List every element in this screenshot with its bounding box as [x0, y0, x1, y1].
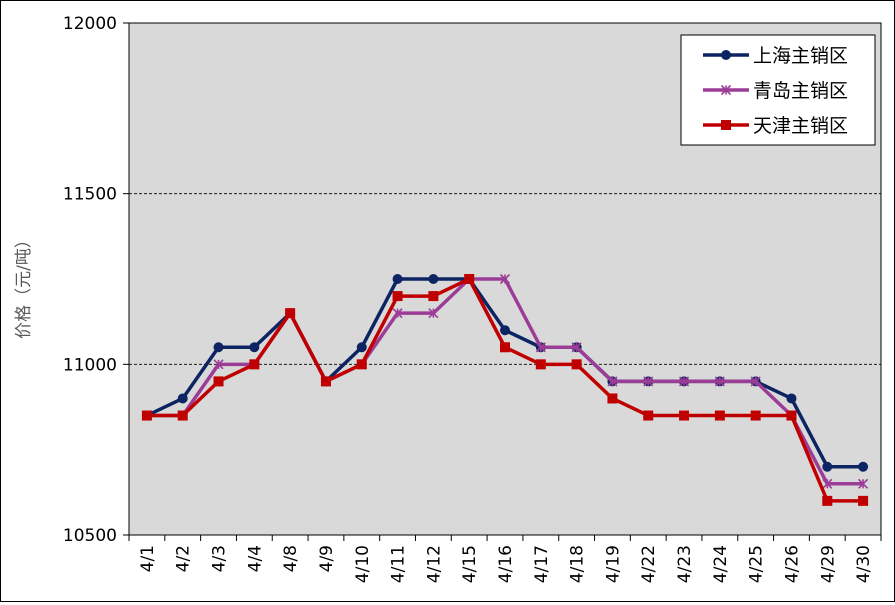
x-tick-label: 4/3	[210, 545, 230, 572]
point-marker	[786, 393, 797, 404]
y-axis-label: 价格（元/吨）	[14, 231, 34, 339]
point-marker	[786, 410, 797, 421]
point-marker	[392, 291, 403, 302]
point-marker	[177, 393, 188, 404]
point-marker	[607, 393, 618, 404]
point-marker	[464, 274, 475, 284]
legend-item: 天津主销区	[703, 115, 848, 137]
point-marker	[392, 274, 403, 284]
x-tick-label: 4/11	[389, 545, 409, 583]
point-marker	[320, 376, 331, 387]
legend-label: 青岛主销区	[753, 80, 848, 102]
point-marker	[428, 274, 439, 284]
point-marker	[858, 495, 869, 506]
x-tick-label: 4/16	[496, 545, 516, 583]
point-marker	[678, 376, 690, 387]
point-marker	[714, 410, 725, 421]
point-marker	[177, 410, 188, 421]
x-tick-label: 4/2	[174, 545, 194, 572]
series-3	[141, 274, 869, 506]
point-marker	[822, 461, 833, 472]
y-axis: 10500 11000 11500 12000	[63, 14, 129, 546]
point-marker	[607, 376, 618, 387]
x-axis: 4/1 4/2 4/3 4/4 4/8 4/9 4/10 4/11 4/12 4/15 4/16 4/…	[128, 535, 882, 583]
y-tick-label: 10500	[63, 526, 117, 546]
point-marker	[721, 50, 731, 60]
x-tick-label: 4/24	[711, 545, 731, 583]
legend-item: 青岛主销区	[703, 80, 848, 102]
point-marker	[213, 376, 224, 387]
point-marker	[249, 359, 260, 370]
point-marker	[750, 376, 761, 387]
legend-item: 上海主销区	[703, 45, 848, 67]
point-marker	[535, 359, 546, 370]
point-marker	[571, 342, 582, 353]
point-marker	[500, 342, 510, 353]
point-marker	[213, 342, 224, 353]
point-marker	[141, 410, 152, 421]
x-tick-label: 4/1	[138, 545, 158, 572]
point-marker	[535, 342, 546, 353]
point-marker	[858, 461, 869, 472]
x-tick-label: 4/12	[424, 545, 444, 583]
x-tick-label: 4/18	[568, 545, 588, 583]
legend-label: 天津主销区	[753, 115, 848, 137]
point-marker	[392, 308, 403, 319]
point-marker	[356, 359, 367, 370]
x-tick-label: 4/8	[281, 545, 301, 572]
x-tick-label: 4/22	[639, 545, 659, 583]
point-marker	[571, 359, 582, 370]
point-marker	[285, 308, 296, 319]
point-marker	[428, 308, 439, 319]
point-marker	[499, 273, 511, 285]
x-tick-label: 4/17	[532, 545, 552, 583]
x-tick-label: 4/4	[245, 545, 265, 572]
point-marker	[714, 376, 725, 387]
point-marker	[721, 120, 731, 130]
point-marker	[750, 410, 761, 421]
point-marker	[643, 376, 654, 387]
point-marker	[356, 342, 367, 353]
point-marker	[249, 342, 260, 353]
point-marker	[679, 410, 690, 421]
x-tick-label: 4/30	[854, 545, 874, 583]
x-tick-label: 4/26	[782, 545, 802, 583]
point-marker	[428, 291, 439, 302]
point-marker	[643, 410, 654, 421]
legend-label: 上海主销区	[753, 45, 848, 67]
point-marker	[720, 84, 732, 96]
y-tick-label: 11500	[63, 185, 117, 205]
point-marker	[500, 325, 510, 336]
x-tick-label: 4/29	[818, 545, 838, 583]
x-tick-label: 4/10	[353, 545, 373, 583]
x-tick-label: 4/15	[460, 545, 480, 583]
x-tick-label: 4/25	[747, 545, 767, 583]
y-tick-label: 11000	[63, 355, 117, 375]
y-tick-label: 12000	[63, 14, 117, 34]
series-group	[141, 273, 869, 506]
x-tick-label: 4/23	[675, 545, 695, 583]
point-marker	[822, 495, 833, 506]
point-marker	[822, 478, 833, 489]
point-marker	[858, 478, 869, 489]
point-marker	[213, 359, 224, 370]
x-tick-label: 4/19	[603, 545, 623, 583]
x-tick-label: 4/9	[317, 545, 337, 572]
